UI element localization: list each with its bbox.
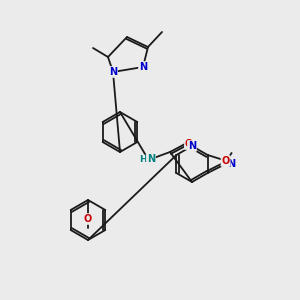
Text: N: N [139, 62, 147, 72]
Text: O: O [221, 156, 230, 166]
Text: O: O [84, 214, 92, 224]
Text: N: N [109, 67, 117, 77]
Text: N: N [147, 154, 155, 164]
Text: N: N [227, 159, 236, 169]
Text: N: N [188, 141, 196, 151]
Text: H: H [139, 155, 147, 164]
Text: O: O [185, 139, 193, 149]
